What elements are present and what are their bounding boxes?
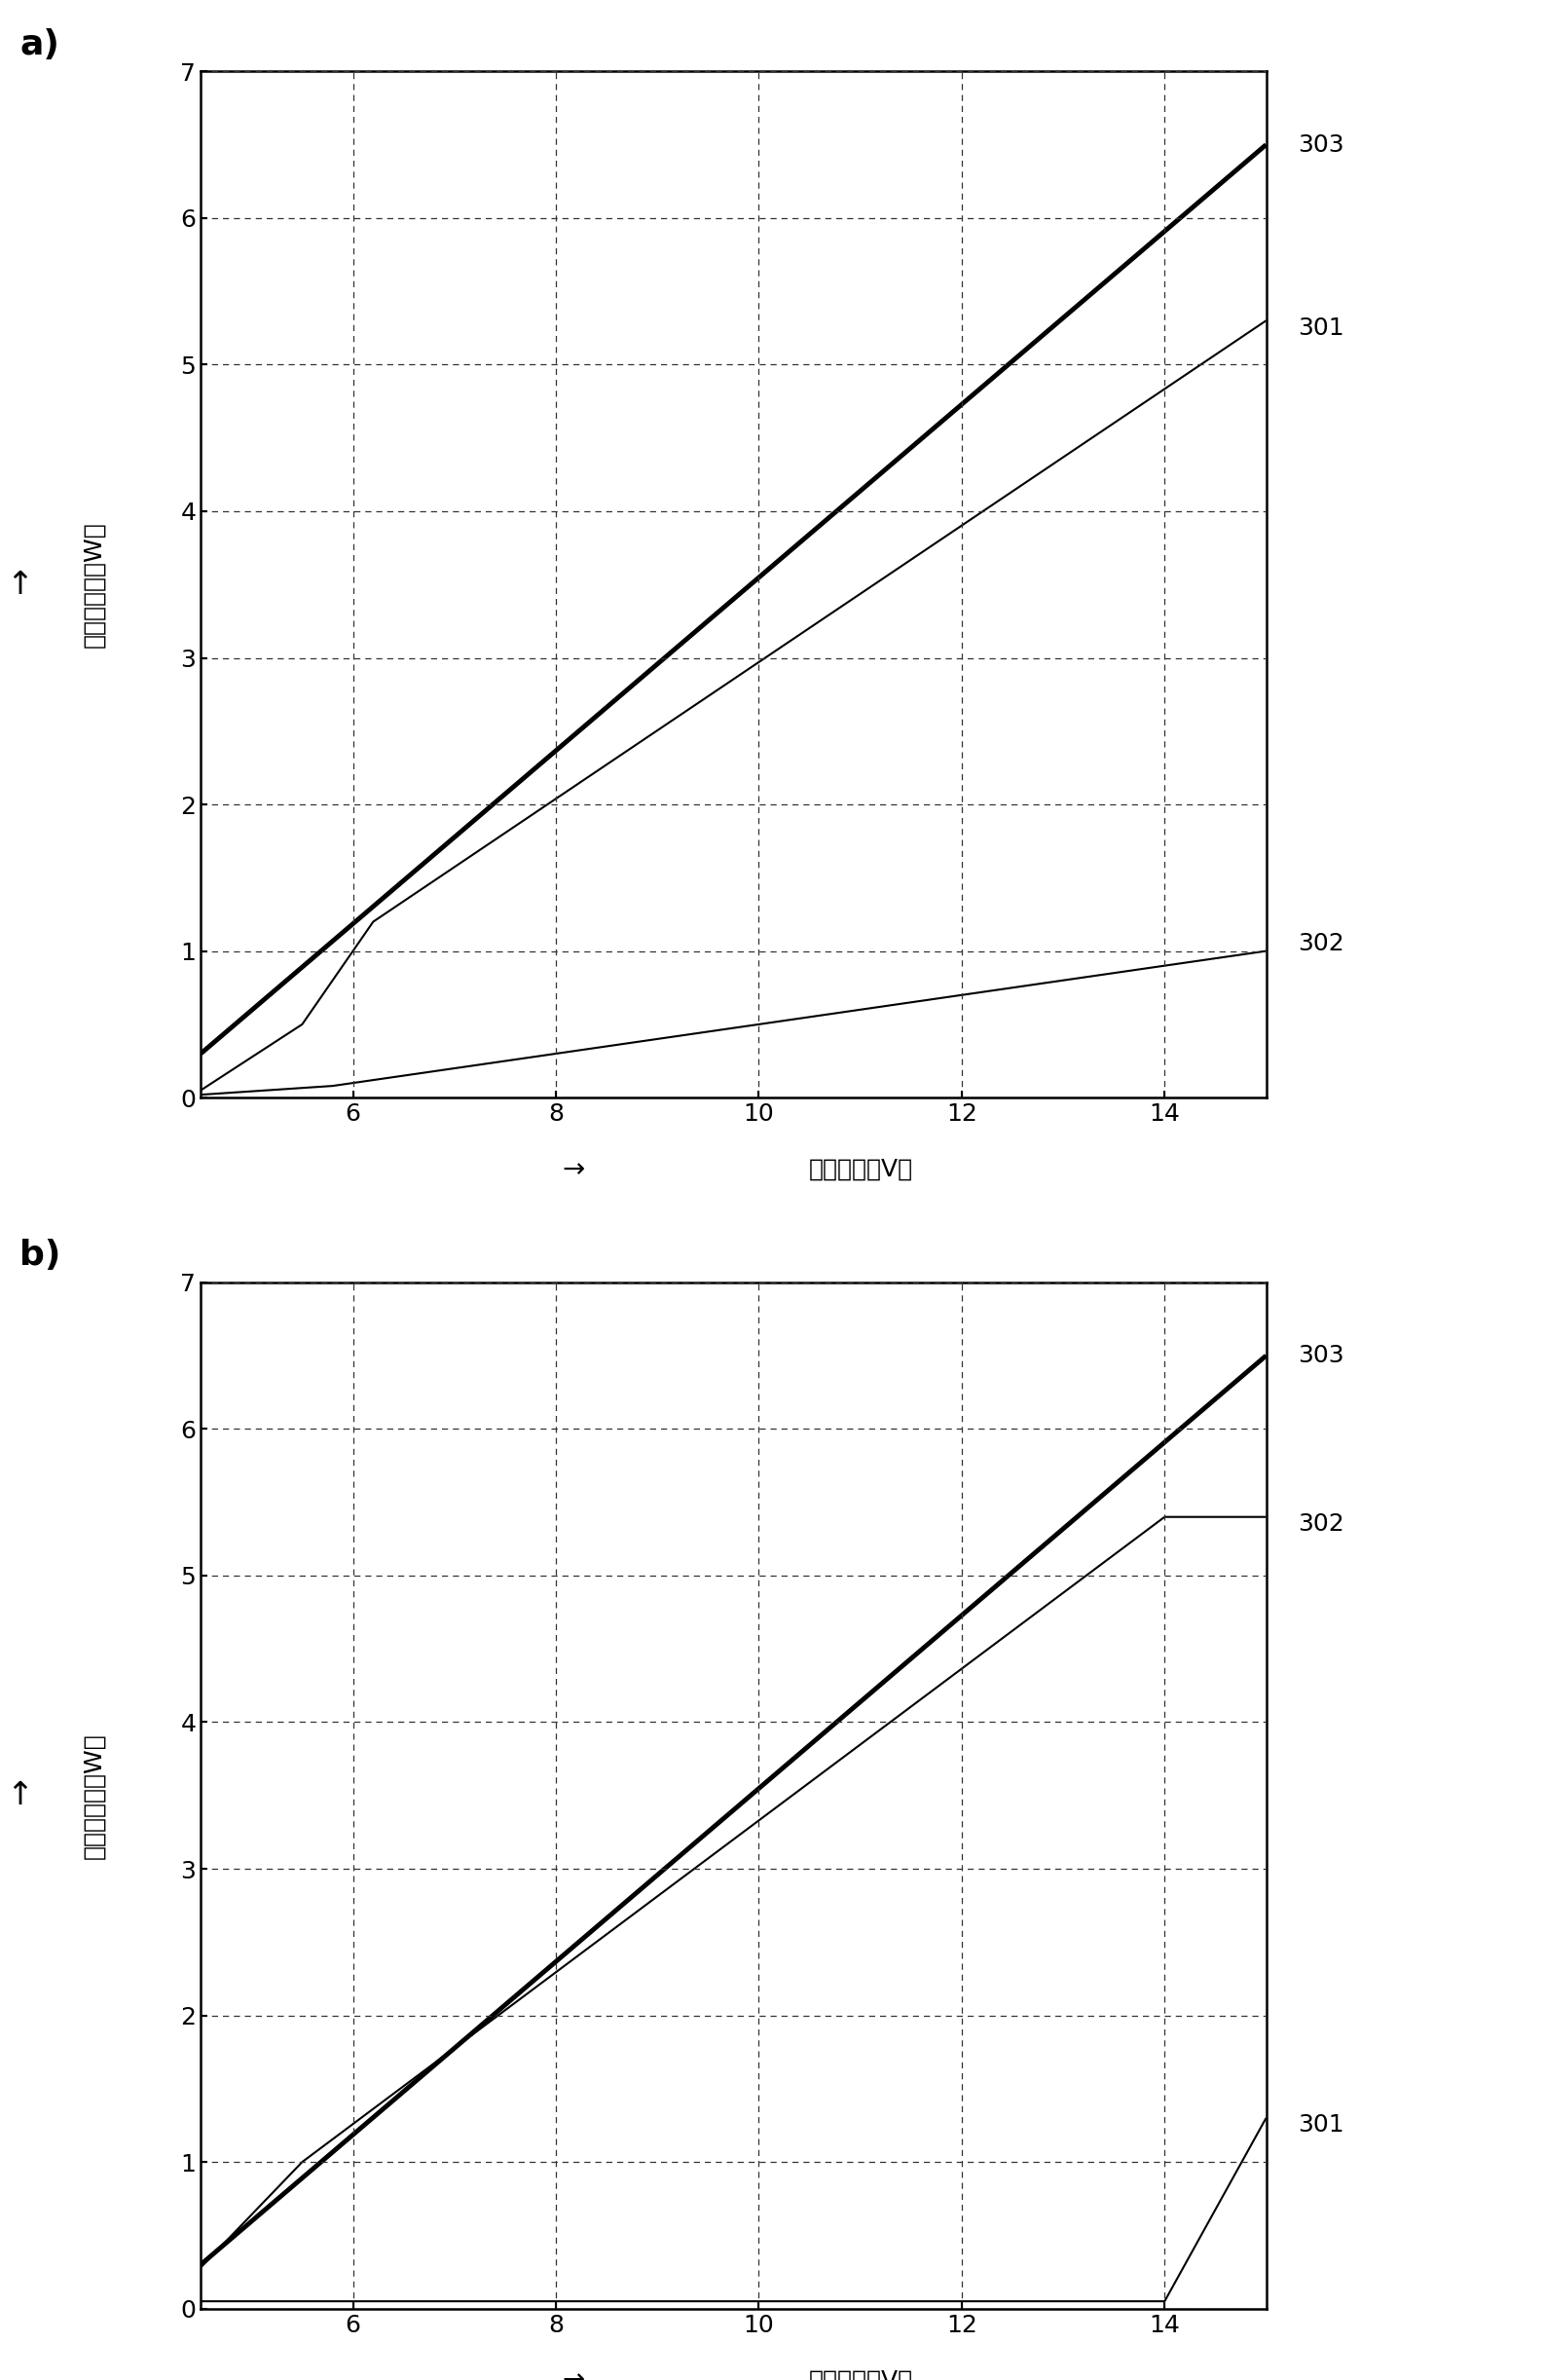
Text: ↑: ↑ xyxy=(6,569,34,600)
Text: 302: 302 xyxy=(1299,1514,1345,1535)
Text: ↑: ↑ xyxy=(6,1780,34,1811)
Text: 301: 301 xyxy=(1299,2113,1345,2137)
Text: a): a) xyxy=(20,29,59,62)
Text: 303: 303 xyxy=(1299,133,1345,157)
Text: 耗散的功率（W）: 耗散的功率（W） xyxy=(82,521,107,647)
Text: 303: 303 xyxy=(1299,1345,1345,1368)
Text: →: → xyxy=(562,1157,585,1183)
Text: 302: 302 xyxy=(1299,933,1345,954)
Text: 301: 301 xyxy=(1299,317,1345,340)
Text: b): b) xyxy=(20,1240,60,1271)
Text: 耗散的功率（W）: 耗散的功率（W） xyxy=(82,1733,107,1859)
Text: →: → xyxy=(562,2366,585,2380)
Text: 输入电压（VＩ: 输入电压（VＩ xyxy=(809,1157,914,1180)
Text: 输入电压（V）: 输入电压（V） xyxy=(809,2368,914,2380)
